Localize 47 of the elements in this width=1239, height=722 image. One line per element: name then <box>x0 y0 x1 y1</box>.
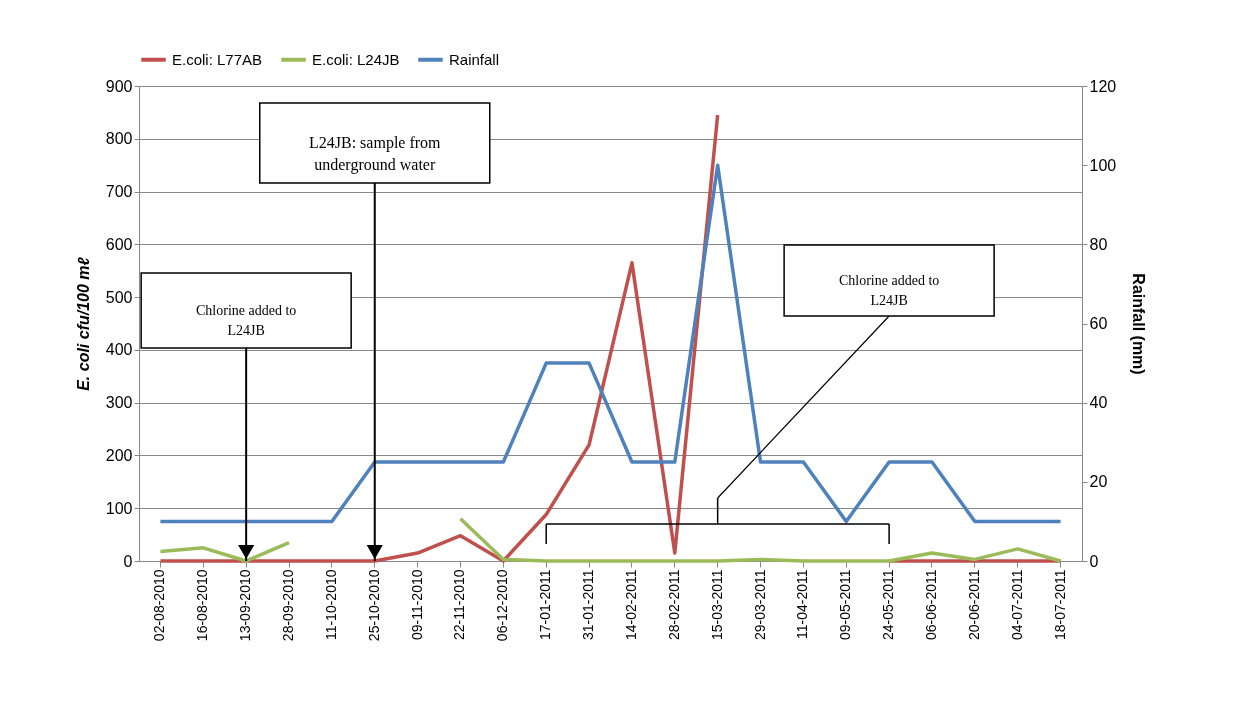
y-tick-label: 900 <box>105 77 133 95</box>
y2-tick-label: 120 <box>1089 77 1117 95</box>
y2-tick-label: 60 <box>1089 315 1108 332</box>
x-tick-label: 28-02-2011 <box>665 569 682 641</box>
x-tick-label: 06-12-2010 <box>494 569 511 642</box>
y-tick-label: 300 <box>105 394 133 412</box>
x-tick-label: 11-04-2011 <box>794 569 811 640</box>
x-tick-label: 13-09-2010 <box>237 569 254 642</box>
x-tick-label: 06-06-2011 <box>922 569 939 641</box>
x-tick-label: 09-11-2010 <box>408 569 425 641</box>
x-tick-label: 16-08-2010 <box>194 569 211 642</box>
x-tick-label: 22-11-2010 <box>451 569 468 641</box>
y-tick-label: 400 <box>105 341 133 359</box>
y-tick-label: 800 <box>105 130 133 148</box>
y-axis-title: E. coli cfu/100 mℓ <box>74 256 92 391</box>
x-tick-label: 04-07-2011 <box>1008 569 1025 641</box>
annotation: Chlorine added to L24JB <box>838 272 940 308</box>
y2-tick-label: 0 <box>1089 552 1099 570</box>
annotation: Chlorine added to L24JB <box>196 302 297 338</box>
y-tick-label: 700 <box>105 183 133 201</box>
x-tick-label: 09-05-2011 <box>837 569 854 641</box>
x-tick-label: 17-01-2011 <box>537 569 554 641</box>
x-tick-label: 02-08-2010 <box>151 569 168 642</box>
y-tick-label: 500 <box>105 288 133 306</box>
x-tick-label: 29-03-2011 <box>751 569 768 641</box>
y-tick-label: 200 <box>105 446 133 464</box>
y-tick-label: 100 <box>105 499 133 517</box>
y-tick-label: 0 <box>123 552 133 570</box>
y2-tick-label: 80 <box>1089 235 1108 253</box>
x-tick-label: 20-06-2011 <box>965 569 982 641</box>
y2-tick-label: 100 <box>1089 156 1117 174</box>
legend-label: E.coli: L24JB <box>312 50 400 68</box>
x-tick-label: 24-05-2011 <box>880 569 897 641</box>
y2-tick-label: 20 <box>1089 473 1108 491</box>
y-tick-label: 600 <box>105 235 133 253</box>
y2-axis-title: Rainfall (mm) <box>1130 273 1148 375</box>
x-tick-label: 18-07-2011 <box>1051 569 1068 641</box>
x-tick-label: 15-03-2011 <box>708 569 725 641</box>
x-tick-label: 14-02-2011 <box>622 569 639 641</box>
x-tick-label: 25-10-2010 <box>365 569 382 642</box>
legend-label: Rainfall <box>449 50 500 68</box>
x-tick-label: 31-01-2011 <box>580 569 597 641</box>
x-tick-label: 28-09-2010 <box>280 569 297 642</box>
y2-tick-label: 40 <box>1089 394 1108 412</box>
x-tick-label: 11-10-2010 <box>322 569 339 641</box>
legend-label: E.coli: L77AB <box>172 50 263 68</box>
annotation: L24JB: sample from underground water <box>308 134 442 174</box>
